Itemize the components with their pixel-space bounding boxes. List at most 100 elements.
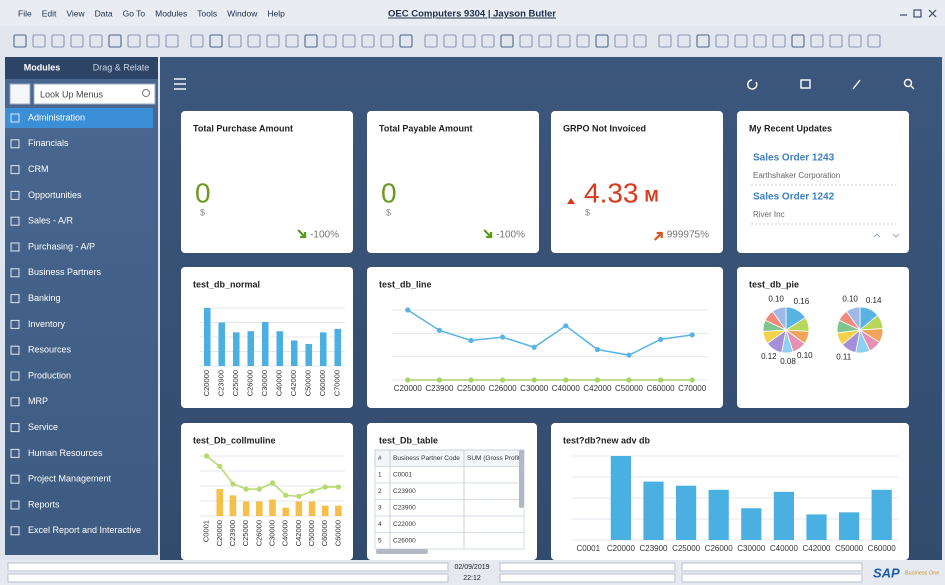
bar[interactable]	[806, 514, 827, 540]
module-item[interactable]: Project Management	[28, 474, 112, 484]
menu-item[interactable]: Modules	[155, 8, 187, 18]
line-point[interactable]	[405, 307, 411, 313]
table-scrollbar[interactable]	[519, 450, 524, 508]
toolbar-button[interactable]	[614, 34, 628, 48]
module-item[interactable]: Human Resources	[28, 448, 103, 458]
toolbar-button[interactable]	[462, 34, 476, 48]
toolbar-button[interactable]	[209, 34, 223, 48]
bar[interactable]	[871, 489, 892, 540]
toolbar-button[interactable]	[538, 34, 552, 48]
line-point[interactable]	[468, 337, 474, 344]
menu-item[interactable]: Help	[267, 8, 285, 18]
line-point[interactable]	[626, 377, 632, 383]
toolbar-button[interactable]	[500, 34, 514, 48]
toolbar-button[interactable]	[481, 34, 495, 48]
line-point[interactable]	[217, 463, 223, 469]
toolbar-button[interactable]	[677, 34, 691, 48]
bar[interactable]	[675, 485, 697, 540]
toolbar-button[interactable]	[658, 34, 672, 48]
toolbar-button[interactable]	[13, 34, 27, 48]
toolbar-button[interactable]	[848, 34, 862, 48]
bar[interactable]	[610, 456, 632, 540]
search-box[interactable]	[33, 83, 156, 105]
toolbar-button[interactable]	[89, 34, 103, 48]
line-point[interactable]	[626, 352, 632, 358]
bar[interactable]	[741, 508, 762, 540]
bar[interactable]	[773, 491, 795, 540]
toolbar-button[interactable]	[51, 34, 65, 48]
bar[interactable]	[708, 489, 729, 540]
menu-item[interactable]: File	[18, 8, 32, 18]
line-point[interactable]	[256, 486, 262, 492]
line-point[interactable]	[689, 332, 695, 338]
pie-slice[interactable]	[845, 306, 861, 332]
toolbar-button[interactable]	[380, 34, 394, 48]
module-item[interactable]: MRP	[28, 396, 48, 406]
toolbar-button[interactable]	[772, 34, 786, 48]
line-point[interactable]	[436, 377, 442, 383]
toolbar-button[interactable]	[753, 34, 767, 48]
menu-item[interactable]: View	[66, 8, 85, 18]
toolbar-button[interactable]	[734, 34, 748, 48]
module-item[interactable]: Sales - A/R	[28, 216, 74, 226]
module-item[interactable]: Administration	[28, 112, 85, 122]
line-point[interactable]	[405, 377, 411, 383]
toolbar-button[interactable]	[399, 34, 413, 48]
line-point[interactable]	[436, 327, 442, 333]
toolbar-button[interactable]	[633, 34, 647, 48]
bar[interactable]	[256, 501, 263, 516]
bar[interactable]	[203, 308, 211, 366]
update-link[interactable]: Sales Order 1243	[753, 153, 835, 164]
line-point[interactable]	[500, 334, 506, 340]
menu-item[interactable]: Data	[95, 8, 113, 18]
bar[interactable]	[643, 481, 664, 540]
line-point[interactable]	[563, 377, 569, 383]
line-point[interactable]	[658, 336, 664, 342]
toolbar-button[interactable]	[557, 34, 571, 48]
line-point[interactable]	[309, 488, 315, 494]
bar[interactable]	[276, 331, 284, 366]
search-button[interactable]	[9, 83, 31, 105]
bar[interactable]	[261, 321, 269, 366]
module-item[interactable]: Banking	[28, 293, 61, 303]
line-point[interactable]	[531, 377, 537, 383]
line-point[interactable]	[296, 493, 302, 499]
module-item[interactable]: Service	[28, 422, 58, 432]
line-point[interactable]	[283, 492, 289, 498]
toolbar-button[interactable]	[342, 34, 356, 48]
toolbar-button[interactable]	[190, 34, 204, 48]
bar[interactable]	[321, 505, 329, 516]
toolbar-button[interactable]	[867, 34, 881, 48]
toolbar-button[interactable]	[361, 34, 375, 48]
bar[interactable]	[334, 328, 342, 366]
update-link[interactable]: Sales Order 1242	[753, 192, 835, 203]
toolbar-button[interactable]	[829, 34, 843, 48]
pie-slice[interactable]	[771, 306, 787, 332]
menu-item[interactable]: Edit	[42, 8, 57, 18]
line-point[interactable]	[594, 377, 601, 383]
menu-item[interactable]: Window	[227, 8, 258, 18]
toolbar-button[interactable]	[127, 34, 141, 48]
line-point[interactable]	[531, 344, 537, 350]
toolbar-button[interactable]	[323, 34, 337, 48]
bar[interactable]	[308, 501, 316, 516]
bar[interactable]	[838, 512, 860, 540]
line-point[interactable]	[269, 480, 276, 486]
toolbar-button[interactable]	[576, 34, 590, 48]
module-item[interactable]: Business Partners	[28, 267, 102, 277]
module-item[interactable]: Resources	[28, 345, 72, 355]
toolbar-button[interactable]	[285, 34, 299, 48]
cockpit-header-icons[interactable]	[174, 78, 915, 90]
line-point[interactable]	[335, 484, 342, 490]
bar[interactable]	[319, 332, 327, 366]
bar[interactable]	[216, 489, 224, 516]
line-point[interactable]	[689, 377, 695, 383]
bar[interactable]	[295, 501, 303, 516]
bar[interactable]	[247, 331, 255, 366]
menu-item[interactable]: Tools	[197, 8, 217, 18]
bar[interactable]	[229, 495, 237, 516]
line-point[interactable]	[500, 377, 506, 383]
line-point[interactable]	[322, 484, 328, 490]
line-point[interactable]	[230, 481, 236, 487]
line-point[interactable]	[658, 377, 664, 383]
